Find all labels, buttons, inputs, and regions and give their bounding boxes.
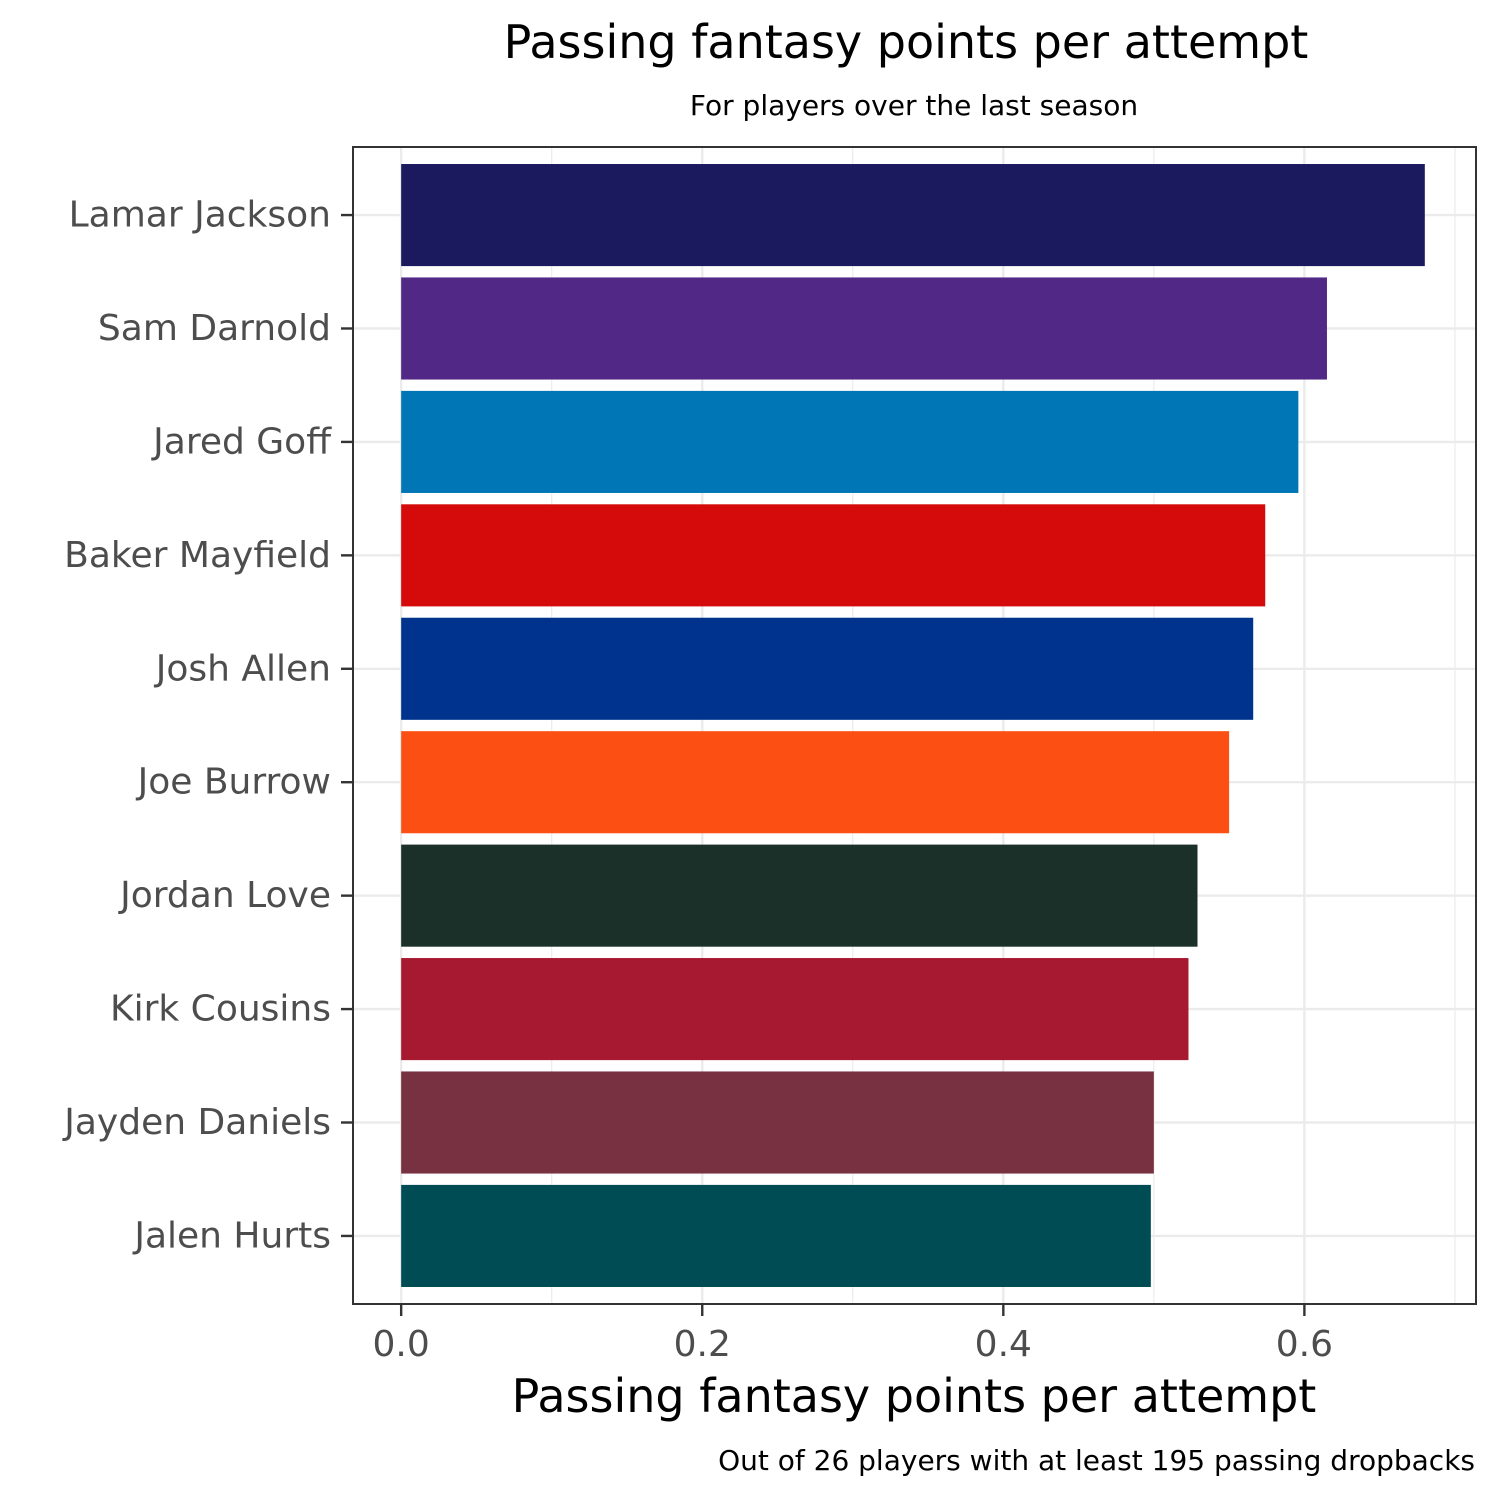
y-tick-label: Jordan Love — [118, 875, 331, 916]
bar — [401, 1071, 1154, 1174]
bar — [401, 164, 1425, 267]
y-tick-label: Kirk Cousins — [110, 989, 331, 1030]
bar — [401, 1184, 1151, 1287]
y-tick-label: Jayden Daniels — [62, 1102, 331, 1143]
chart-title: Passing fantasy points per attempt — [504, 15, 1309, 69]
bar — [401, 277, 1327, 380]
y-axis: Lamar Jackson Sam Darnold Jared Goff Baker … — [62, 195, 353, 1256]
y-tick-label: Joe Burrow — [136, 762, 331, 803]
y-tick-label: Lamar Jackson — [69, 195, 331, 236]
chart-caption: Out of 26 players with at least 195 pass… — [718, 1444, 1475, 1477]
y-tick-label: Jared Goff — [151, 421, 332, 462]
bar — [401, 617, 1254, 720]
x-axis-title: Passing fantasy points per attempt — [512, 1369, 1317, 1423]
bar — [401, 958, 1189, 1061]
x-tick-label: 0.0 — [373, 1324, 430, 1365]
y-tick-label: Sam Darnold — [98, 308, 331, 349]
y-tick-label: Baker Mayfield — [64, 535, 331, 576]
bar — [401, 731, 1230, 834]
bar — [401, 390, 1299, 493]
x-tick-label: 0.4 — [975, 1324, 1032, 1365]
bar — [401, 844, 1198, 947]
x-tick-label: 0.6 — [1276, 1324, 1333, 1365]
x-tick-label: 0.2 — [674, 1324, 731, 1365]
bars — [401, 164, 1425, 1287]
chart-subtitle: For players over the last season — [690, 89, 1138, 122]
y-tick-label: Jalen Hurts — [132, 1215, 331, 1256]
bar — [401, 504, 1266, 607]
panel-border — [352, 146, 1477, 1305]
y-tick-label: Josh Allen — [154, 648, 331, 689]
x-axis: 0.0 0.2 0.4 0.6 — [373, 1304, 1333, 1365]
